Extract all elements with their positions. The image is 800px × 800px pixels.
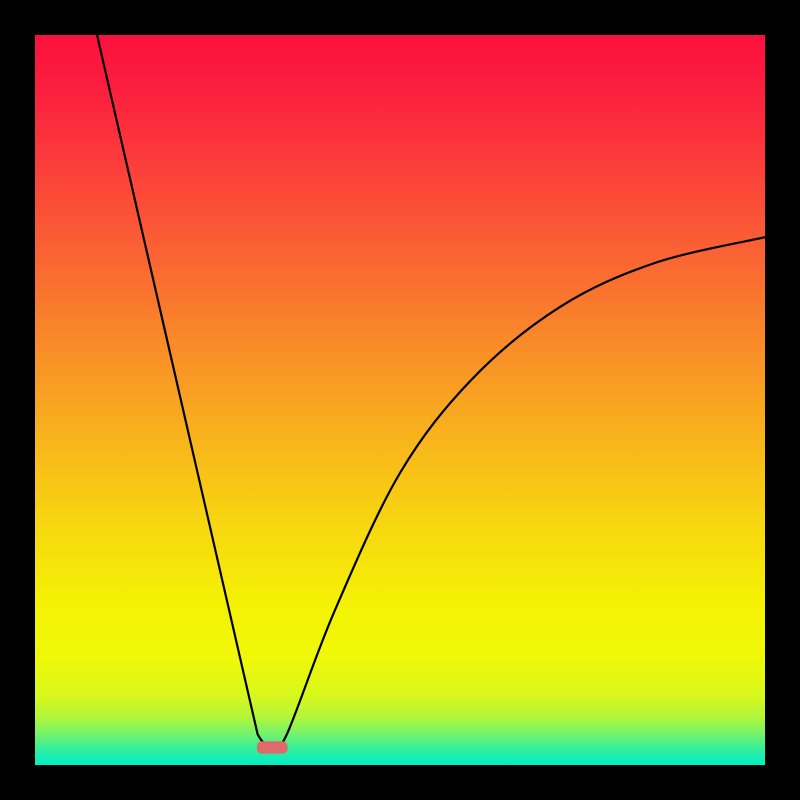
frame-border-right: [765, 0, 800, 800]
plot-svg: [35, 35, 765, 765]
plot-background: [35, 35, 765, 765]
frame-border-bottom: [0, 765, 800, 800]
frame-border-left: [0, 0, 35, 800]
watermark-text: TheBottleneck.com: [528, 4, 786, 36]
chart-frame: TheBottleneck.com: [0, 0, 800, 800]
curve-apex-marker: [257, 741, 288, 753]
